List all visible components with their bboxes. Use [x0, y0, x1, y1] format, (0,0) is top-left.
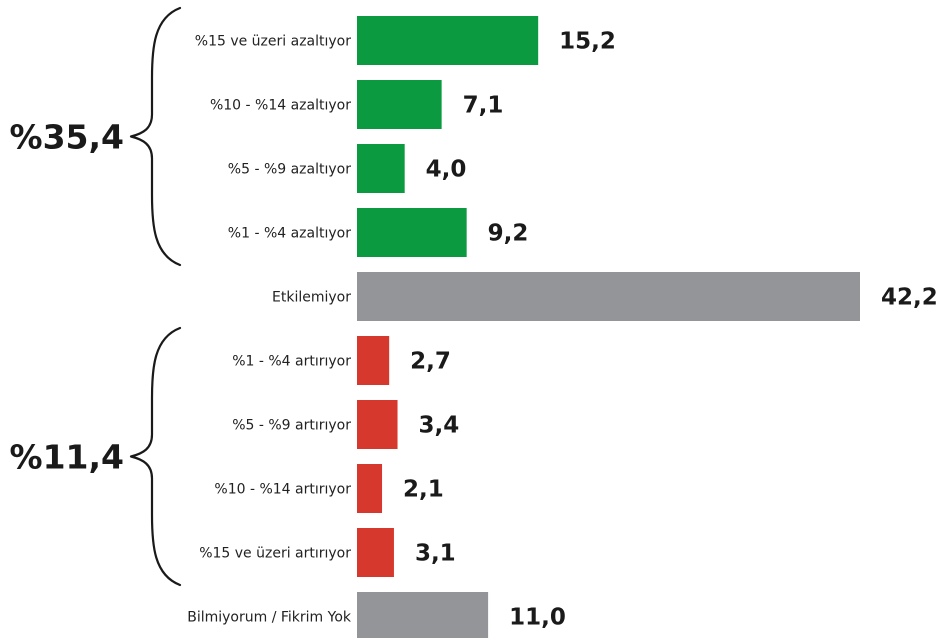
bar	[357, 144, 405, 193]
group-total-label: %11,4	[10, 438, 125, 477]
value-label: 7,1	[463, 93, 504, 119]
category-label: Bilmiyorum / Fikrim Yok	[187, 610, 352, 626]
category-label: %15 ve üzeri artırıyor	[199, 546, 351, 562]
group-braces: %35,4 %11,4	[10, 6, 182, 587]
bar	[357, 208, 467, 257]
bar	[357, 272, 860, 321]
category-label: %5 - %9 artırıyor	[232, 418, 351, 434]
category-labels: %15 ve üzeri azaltıyor %10 - %14 azaltıyo…	[187, 34, 352, 626]
value-label: 2,7	[410, 349, 451, 375]
bar	[357, 464, 383, 513]
category-label: %1 - %4 azaltıyor	[228, 226, 351, 242]
bar	[357, 400, 398, 449]
value-label: 4,0	[426, 157, 467, 183]
value-label: 3,4	[419, 413, 460, 439]
group-brace	[129, 326, 182, 587]
bars-layer	[357, 16, 860, 638]
value-label: 3,1	[415, 541, 456, 567]
category-label: %15 ve üzeri azaltıyor	[195, 34, 351, 50]
category-label: %5 - %9 azaltıyor	[228, 162, 351, 178]
value-label: 2,1	[403, 477, 444, 503]
bar	[357, 592, 489, 638]
value-label: 42,2	[881, 285, 938, 311]
bar	[357, 528, 394, 577]
category-label: %10 - %14 artırıyor	[214, 482, 351, 498]
bar	[357, 80, 442, 129]
group-brace	[129, 6, 182, 267]
category-label: Etkilemiyor	[272, 290, 351, 306]
group-total-label: %35,4	[10, 118, 125, 157]
value-label: 9,2	[488, 221, 529, 247]
category-label: %1 - %4 artırıyor	[232, 354, 351, 370]
value-label: 15,2	[559, 29, 616, 55]
category-label: %10 - %14 azaltıyor	[210, 98, 351, 114]
bar	[357, 336, 390, 385]
bar	[357, 16, 539, 65]
value-label: 11,0	[509, 605, 566, 631]
value-labels: 15,2 7,1 4,0 9,2 42,2 2,7 3,4 2,1 3,1 11,0	[403, 29, 938, 631]
